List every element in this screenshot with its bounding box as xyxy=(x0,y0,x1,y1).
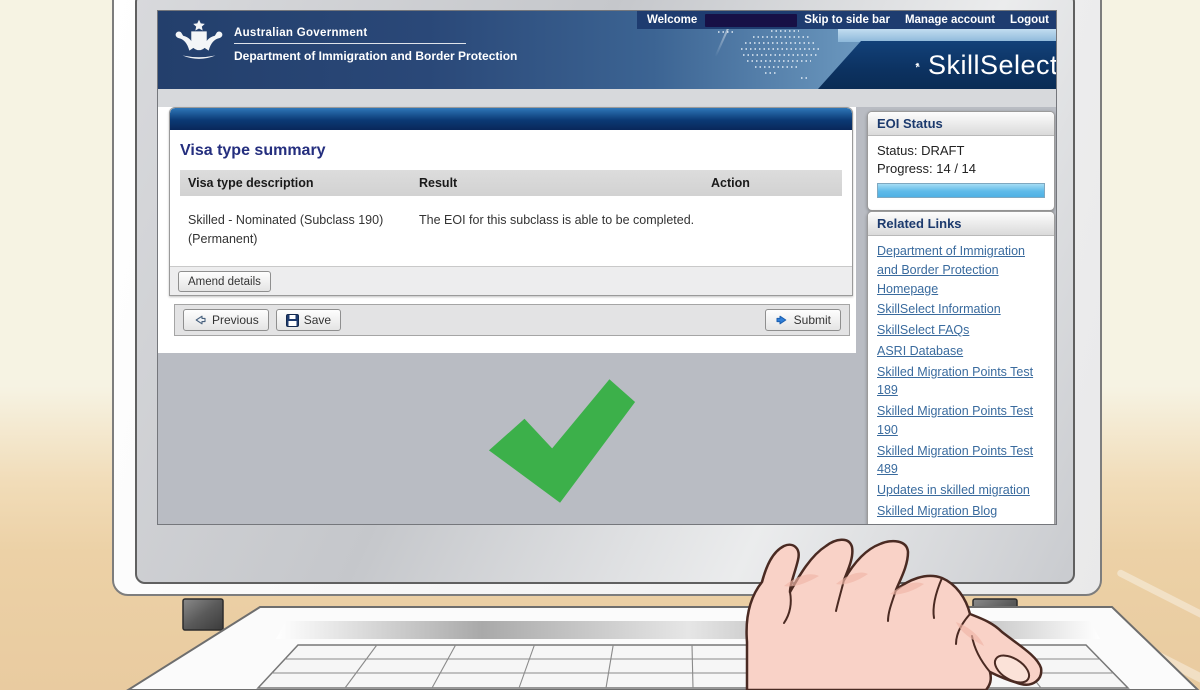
gov-line2: Department of Immigration and Border Pro… xyxy=(234,49,518,63)
topbar-links: Skip to side bar Manage account Logout xyxy=(804,14,1056,26)
page-top-band xyxy=(158,89,1056,107)
visa-action xyxy=(703,196,842,256)
header-light-strip xyxy=(838,28,1056,42)
related-link-points-test-190[interactable]: Skilled Migration Points Test 190 xyxy=(877,404,1034,437)
eoi-progress-bar xyxy=(877,183,1045,198)
topbar-link-skip-to-side-bar[interactable]: Skip to side bar xyxy=(804,14,890,26)
eoi-progress-line: Progress: 14 / 14 xyxy=(877,161,976,176)
topbar-link-logout[interactable]: Logout xyxy=(1010,14,1049,26)
australia-dotted-map-icon xyxy=(713,26,819,79)
related-link-skillselect-faqs[interactable]: SkillSelect FAQs xyxy=(877,323,970,337)
save-label: Save xyxy=(303,313,332,327)
related-link-updates-skilled-migration[interactable]: Updates in skilled migration xyxy=(877,483,1030,497)
eoi-status-line: Status: DRAFT xyxy=(877,143,965,158)
puzzle-piece-icon xyxy=(915,62,920,68)
related-links-list: Department of Immigration and Border Pro… xyxy=(868,236,1054,524)
save-button[interactable]: Save xyxy=(275,309,342,331)
panel-content: Visa type summary Visa type description … xyxy=(170,130,852,295)
related-link-skilled-migration-blog[interactable]: Skilled Migration Blog xyxy=(877,503,998,518)
hand-illustration xyxy=(745,538,1043,690)
eoi-progress-fill xyxy=(878,184,1044,197)
green-checkmark-icon xyxy=(488,379,636,503)
welcome-label: Welcome xyxy=(647,14,698,26)
gov-divider xyxy=(234,43,466,44)
related-link-asri-database[interactable]: ASRI Database xyxy=(877,343,964,358)
visa-summary-panel: Visa type summary Visa type description … xyxy=(169,107,853,296)
panel-title: Visa type summary xyxy=(180,142,326,159)
arrow-right-icon xyxy=(776,315,786,325)
skillselect-brand-band: SkillSelect xyxy=(818,41,1057,89)
form-button-bar: Previous Save Submit xyxy=(174,304,850,336)
government-identity: Australian Government Department of Immi… xyxy=(234,27,517,63)
topbar-link-manage-account[interactable]: Manage account xyxy=(904,14,996,26)
table-row: Skilled - Nominated (Subclass 190) (Perm… xyxy=(180,196,842,256)
browser-viewport: Australian Government Department of Immi… xyxy=(157,10,1057,525)
welcome-bar: Welcome Skip to side bar Manage account … xyxy=(637,11,1056,29)
submit-label: Submit xyxy=(793,313,831,327)
related-links-title: Related Links xyxy=(868,212,1054,236)
column-header-action: Action xyxy=(711,176,750,190)
previous-button[interactable]: Previous xyxy=(183,309,269,331)
floppy-disk-icon xyxy=(285,313,299,327)
arrow-left-icon xyxy=(195,315,206,325)
amend-details-button[interactable]: Amend details xyxy=(178,271,271,292)
previous-label: Previous xyxy=(212,313,259,327)
related-link-points-test-489[interactable]: Skilled Migration Points Test 489 xyxy=(877,443,1034,477)
related-link-dibp-homepage[interactable]: Department of Immigration and Border Pro… xyxy=(877,244,1025,296)
site-header: Australian Government Department of Immi… xyxy=(158,11,1057,102)
gov-line1: Australian Government xyxy=(234,27,368,39)
column-header-result: Result xyxy=(419,176,458,190)
brand-name: SkillSelect xyxy=(927,49,1057,80)
visa-type-description: Skilled - Nominated (Subclass 190) (Perm… xyxy=(188,213,384,247)
eoi-status-body: Status: DRAFT Progress: 14 / 14 xyxy=(868,136,1054,210)
visa-table-header: Visa type description Result Action xyxy=(180,170,842,196)
hinge-left xyxy=(182,598,224,631)
submit-button[interactable]: Submit xyxy=(764,309,841,331)
eoi-status-box: EOI Status Status: DRAFT Progress: 14 / … xyxy=(867,111,1055,211)
welcome-username-redacted xyxy=(705,13,798,27)
eoi-status-title: EOI Status xyxy=(868,112,1054,136)
panel-titlebar xyxy=(170,108,852,130)
column-header-description: Visa type description xyxy=(188,176,314,190)
amend-strip: Amend details xyxy=(170,266,852,295)
visa-result: The EOI for this subclass is able to be … xyxy=(419,213,695,227)
related-links-box: Related Links Department of Immigration … xyxy=(867,211,1055,524)
related-link-points-test-189[interactable]: Skilled Migration Points Test 189 xyxy=(877,364,1034,398)
australian-government-crest-icon xyxy=(175,19,223,59)
related-link-skillselect-information[interactable]: SkillSelect Information xyxy=(877,302,1001,317)
